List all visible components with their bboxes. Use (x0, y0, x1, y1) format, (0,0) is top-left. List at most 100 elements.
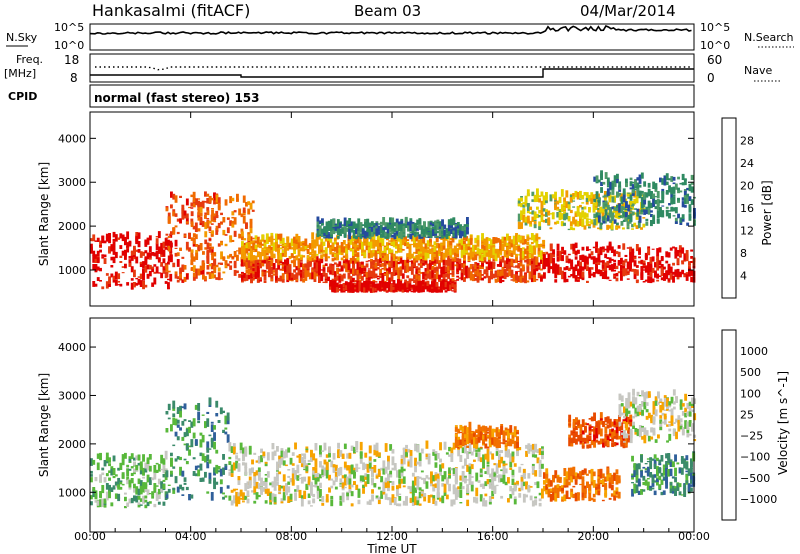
power-cell (199, 243, 203, 251)
power-cell (524, 255, 527, 259)
velocity-cell (411, 493, 415, 503)
power-cell (385, 281, 389, 288)
power-cell (519, 236, 523, 243)
power-cell (204, 239, 208, 245)
power-cell (658, 247, 662, 253)
velocity-cell (153, 472, 157, 480)
power-cell (622, 243, 626, 250)
power-cell (672, 215, 676, 217)
power-cell (625, 201, 628, 208)
power-cell (341, 232, 345, 234)
power-cell (174, 213, 178, 217)
power-cell (674, 251, 678, 259)
power-cell (533, 256, 537, 264)
power-cell (672, 196, 676, 205)
velocity-cell (126, 468, 130, 477)
velocity-cell (179, 405, 182, 413)
power-cell (368, 228, 372, 233)
velocity-cell (126, 464, 130, 468)
power-cell (210, 214, 214, 222)
velocity-cell (321, 450, 325, 452)
velocity-cell (124, 492, 127, 495)
power-cell (279, 244, 283, 246)
power-cell (117, 284, 121, 286)
power-cell (376, 275, 380, 278)
velocity-cell (219, 411, 223, 415)
power-cell (370, 241, 373, 249)
velocity-cell (373, 459, 377, 462)
power-cell (391, 217, 395, 226)
power-cell (638, 260, 641, 264)
velocity-cell (280, 485, 284, 489)
power-cell (155, 236, 159, 238)
power-cell (522, 210, 526, 215)
power-cell (556, 253, 560, 262)
power-cell (194, 271, 198, 279)
power-cell (597, 179, 601, 183)
power-cell (204, 276, 207, 281)
power-cell (288, 256, 292, 260)
velocity-cell (380, 490, 384, 499)
power-cell (295, 244, 299, 246)
power-cell (311, 246, 315, 249)
power-cell (407, 233, 410, 236)
power-cell (254, 244, 258, 249)
power-cell (204, 222, 208, 230)
power-cell (199, 201, 203, 209)
velocity-cell (94, 490, 98, 500)
power-cell (611, 212, 615, 220)
power-cell (412, 284, 416, 293)
power-cell (185, 241, 189, 250)
velocity-cell (215, 400, 219, 408)
power-cell (581, 277, 585, 281)
power-cell (250, 253, 253, 261)
power-cell (388, 248, 392, 254)
velocity-cell (402, 455, 406, 465)
power-cell (358, 281, 362, 290)
velocity-cell (242, 462, 245, 466)
velocity-cell (287, 469, 291, 471)
power-cell (250, 273, 253, 279)
power-cell (135, 278, 139, 280)
velocity-cell (319, 482, 322, 489)
power-cell (620, 205, 624, 214)
power-cell (453, 245, 457, 253)
power-cell (442, 239, 446, 241)
power-cell (597, 259, 601, 265)
velocity-cell (371, 477, 374, 486)
power-cell (374, 283, 378, 291)
power-cell (506, 272, 509, 278)
power-cell (165, 233, 169, 236)
power-cell (381, 273, 385, 277)
power-cell (528, 246, 532, 253)
power-cell (320, 241, 324, 250)
power-cell (195, 198, 199, 206)
power-cell (647, 200, 651, 208)
power-cell (656, 255, 660, 264)
power-cell (336, 225, 340, 229)
power-cell (508, 261, 512, 265)
power-cell (554, 263, 558, 266)
power-cell (602, 181, 606, 185)
velocity-cell (479, 447, 483, 450)
power-cell (199, 265, 203, 271)
power-cell (354, 252, 358, 255)
power-cell (370, 231, 374, 237)
power-cell (451, 278, 455, 283)
power-cell (241, 258, 244, 267)
power-cell (608, 243, 612, 250)
power-cell (615, 209, 619, 216)
power-cell (329, 265, 333, 269)
velocity-cell (434, 473, 438, 481)
power-cell (252, 255, 256, 261)
power-cell (281, 252, 285, 257)
power-cell (245, 256, 249, 258)
power-cell (323, 227, 327, 233)
power-cell (583, 255, 587, 262)
nsky-trace (89, 25, 692, 35)
power-cell (434, 235, 438, 238)
power-cell (302, 246, 306, 252)
power-cell (197, 200, 201, 208)
power-cell (240, 228, 244, 233)
power-cell (112, 248, 116, 251)
